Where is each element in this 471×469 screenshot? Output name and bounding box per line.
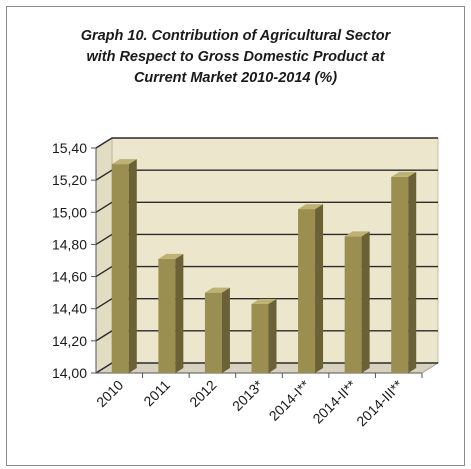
bar [111, 164, 129, 373]
bar [391, 176, 409, 373]
gridline [95, 137, 438, 149]
bar-top [251, 298, 277, 304]
plot-side-wall [95, 137, 113, 374]
x-tick-label: 2014-III** [353, 376, 406, 429]
chart-title-line-1: Graph 10. Contribution of Agricultural S… [80, 28, 391, 44]
bar [344, 236, 362, 373]
x-tick-label: 2011 [140, 377, 173, 410]
y-tick-label: 14,20 [52, 333, 87, 349]
y-tick-label: 15,40 [52, 140, 87, 156]
y-tick-label: 15,00 [52, 204, 87, 220]
x-tick-label: 2014-II** [309, 376, 359, 426]
bar-side [221, 287, 230, 373]
bar-top [391, 171, 417, 177]
chart-title-line-3: Current Market 2010-2014 (%) [133, 70, 338, 86]
y-tick-label: 14,40 [52, 301, 87, 317]
y-tick-label: 14,80 [52, 236, 87, 252]
bar-top [111, 159, 137, 165]
bar-top [158, 253, 184, 259]
y-tick-label: 14,00 [52, 365, 87, 381]
bar-top [298, 204, 324, 210]
x-tick-label: 2014-I** [266, 376, 313, 423]
bar [204, 292, 222, 373]
y-tick-label: 15,20 [52, 172, 87, 188]
bar-top [344, 231, 370, 237]
x-tick-label: 2012 [186, 377, 219, 410]
bar-side [361, 231, 370, 373]
bar-side [128, 159, 137, 373]
bar-side [268, 298, 277, 373]
bar-side [315, 204, 324, 373]
x-tick-label: 2013* [229, 376, 267, 414]
chart-title: Graph 10. Contribution of Agricultural S… [0, 26, 471, 89]
chart-title-line-2: with Respect to Gross Domestic Product a… [86, 49, 385, 65]
bar-side [175, 253, 184, 373]
bar-top [204, 287, 230, 293]
bar-side [408, 171, 417, 373]
bar [298, 209, 316, 373]
bar [251, 303, 269, 373]
x-tick-label: 2010 [93, 377, 126, 410]
y-tick-label: 14,60 [52, 269, 87, 285]
bar [158, 258, 176, 373]
